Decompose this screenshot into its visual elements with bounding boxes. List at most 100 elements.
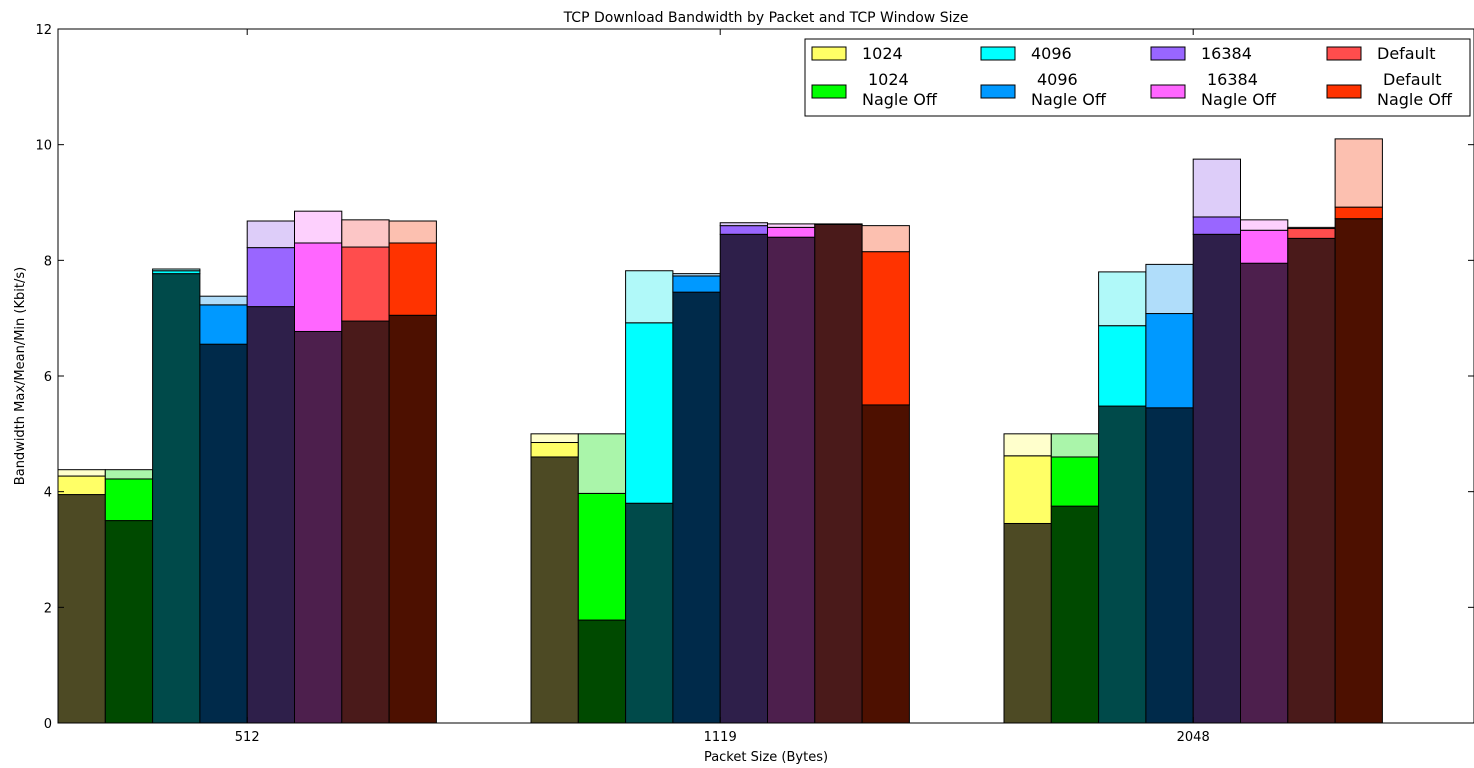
bar-max-s2-c0 xyxy=(152,268,201,272)
bar-min-s2-c1 xyxy=(625,502,674,724)
bar-min-s0-c0 xyxy=(57,494,106,724)
bar-min-s3-c2 xyxy=(1145,407,1194,724)
bar-max-s0-c0 xyxy=(57,469,106,477)
legend-swatch-6 xyxy=(1326,46,1362,61)
bar-max-s5-c0 xyxy=(294,210,343,244)
bar-max-s0-c2 xyxy=(1003,433,1052,457)
bar-max-s0-c1 xyxy=(530,433,579,444)
y-tick-label-1: 2 xyxy=(44,601,52,616)
legend-swatch-5 xyxy=(1150,84,1186,99)
bar-mean-s0-c0 xyxy=(57,475,106,496)
bar-min-s7-c0 xyxy=(388,314,437,724)
legend-swatch-2 xyxy=(980,46,1016,61)
y-tick-label-6: 12 xyxy=(35,23,52,38)
bar-max-s4-c1 xyxy=(719,222,769,227)
bar-min-s6-c2 xyxy=(1287,237,1336,724)
bar-mean-s3-c0 xyxy=(199,304,248,345)
legend-label-2: 4096 xyxy=(1031,44,1072,63)
bar-max-s1-c1 xyxy=(577,433,627,494)
bar-min-s5-c1 xyxy=(767,236,816,724)
y-tick-label-5: 10 xyxy=(35,139,52,154)
bar-mean-s4-c1 xyxy=(719,225,769,235)
x-tick-label-1: 1119 xyxy=(704,730,737,745)
y-tick-label-2: 4 xyxy=(44,486,52,501)
bar-mean-s0-c2 xyxy=(1003,455,1052,524)
bar-max-s7-c2 xyxy=(1334,138,1383,208)
legend-swatch-0 xyxy=(811,46,847,61)
bar-max-s3-c1 xyxy=(672,273,721,277)
bar-mean-s2-c1 xyxy=(625,322,674,504)
bar-mean-s5-c0 xyxy=(294,242,343,332)
legend-label-1-line1: 1024 xyxy=(868,70,909,89)
bar-mean-s6-c0 xyxy=(341,246,390,322)
bar-mean-s7-c0 xyxy=(388,242,437,316)
bars-layer xyxy=(57,138,1383,724)
bar-min-s3-c0 xyxy=(199,343,248,724)
legend-label-3-line2: Nagle Off xyxy=(1031,90,1107,109)
bar-min-s5-c2 xyxy=(1240,262,1289,724)
bar-max-s1-c2 xyxy=(1050,433,1100,458)
bar-min-s1-c2 xyxy=(1050,505,1100,724)
legend-swatch-3 xyxy=(980,84,1016,99)
bar-min-s6-c1 xyxy=(814,223,863,724)
bar-mean-s0-c1 xyxy=(530,442,579,458)
bar-mean-s5-c2 xyxy=(1240,229,1289,264)
bar-min-s6-c0 xyxy=(341,320,390,724)
bar-min-s4-c1 xyxy=(719,233,769,724)
legend-label-1-line2: Nagle Off xyxy=(862,90,938,109)
legend-label-4: 16384 xyxy=(1201,44,1252,63)
legend-swatch-1 xyxy=(811,84,847,99)
legend-swatch-4 xyxy=(1150,46,1186,61)
y-axis-label: Bandwidth Max/Mean/Min (Kbit/s) xyxy=(13,267,28,485)
bar-min-s3-c1 xyxy=(672,291,721,724)
bar-max-s3-c0 xyxy=(199,295,248,306)
bar-max-s4-c0 xyxy=(246,220,295,249)
x-axis-label: Packet Size (Bytes) xyxy=(704,750,828,764)
legend-label-3-line1: 4096 xyxy=(1037,70,1078,89)
bar-min-s0-c1 xyxy=(530,456,579,724)
chart-title: TCP Download Bandwidth by Packet and TCP… xyxy=(563,10,969,26)
bar-mean-s3-c2 xyxy=(1145,313,1194,409)
bar-mean-s4-c2 xyxy=(1192,216,1241,235)
bar-max-s4-c2 xyxy=(1192,158,1241,218)
bar-max-s6-c0 xyxy=(341,219,390,248)
bar-max-s7-c0 xyxy=(388,220,437,244)
bar-max-s5-c1 xyxy=(767,223,816,228)
bar-min-s4-c0 xyxy=(246,306,295,724)
bar-max-s2-c2 xyxy=(1098,271,1147,327)
bar-max-s2-c1 xyxy=(625,270,674,324)
bar-mean-s1-c2 xyxy=(1050,456,1100,507)
bar-min-s4-c2 xyxy=(1192,233,1241,724)
legend-label-6: Default xyxy=(1377,44,1435,63)
bar-mean-s4-c0 xyxy=(246,247,295,308)
bar-min-s0-c2 xyxy=(1003,522,1052,724)
bar-min-s5-c0 xyxy=(294,330,343,724)
legend-label-5-line2: Nagle Off xyxy=(1201,90,1277,109)
bar-max-s3-c2 xyxy=(1145,263,1194,315)
legend-label-5-line1: 16384 xyxy=(1207,70,1258,89)
y-tick-label-3: 6 xyxy=(44,370,52,385)
bar-mean-s1-c1 xyxy=(577,492,627,621)
x-tick-label-2: 2048 xyxy=(1177,730,1210,745)
bar-min-s7-c2 xyxy=(1334,218,1383,724)
bar-min-s1-c0 xyxy=(104,520,154,724)
bar-min-s1-c1 xyxy=(577,619,627,724)
bar-mean-s5-c1 xyxy=(767,226,816,238)
bar-mean-s1-c0 xyxy=(104,478,154,522)
y-tick-label-0: 0 xyxy=(44,717,52,732)
bar-mean-s7-c1 xyxy=(861,251,910,406)
bar-min-s7-c1 xyxy=(861,404,910,724)
bar-max-s6-c2 xyxy=(1287,226,1336,230)
legend-swatch-7 xyxy=(1326,84,1362,99)
y-tick-label-4: 8 xyxy=(44,254,52,269)
bar-mean-s2-c2 xyxy=(1098,325,1147,407)
bar-max-s7-c1 xyxy=(861,225,910,253)
legend-label-0: 1024 xyxy=(862,44,903,63)
legend-label-7-line1: Default xyxy=(1383,70,1441,89)
x-tick-label-0: 512 xyxy=(235,730,260,745)
legend-label-7-line2: Nagle Off xyxy=(1377,90,1453,109)
bar-max-s6-c1 xyxy=(814,223,863,225)
